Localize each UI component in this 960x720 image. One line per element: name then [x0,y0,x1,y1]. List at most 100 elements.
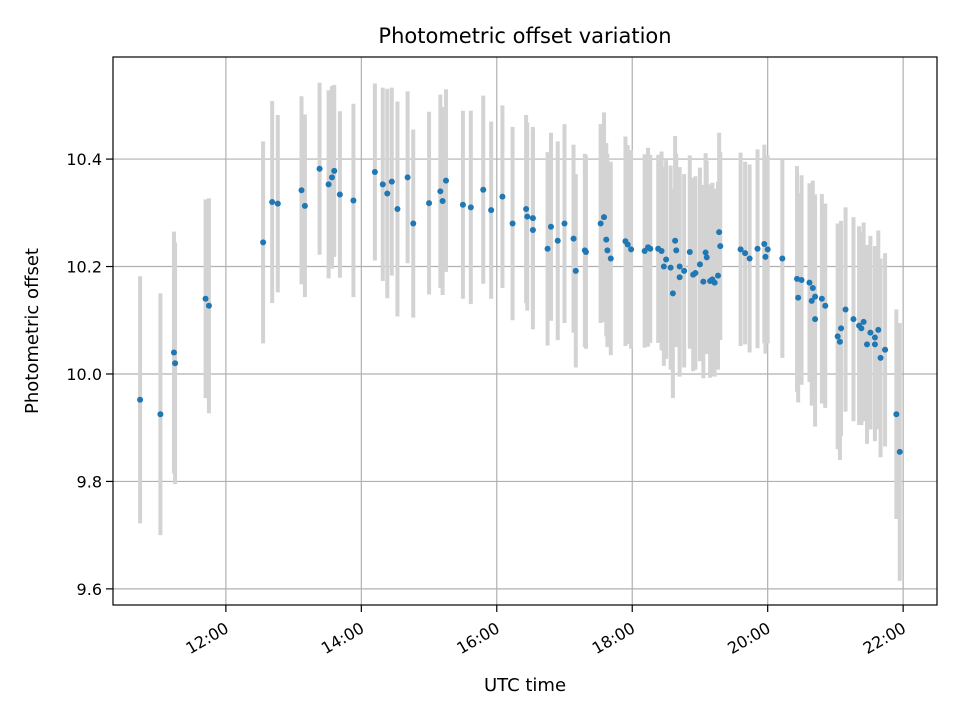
data-point [818,295,825,302]
data-point [524,213,531,220]
data-point [798,276,805,283]
data-point [509,220,516,227]
data-point [603,236,610,243]
data-point [877,354,884,361]
data-point [604,247,611,254]
data-point [170,349,177,356]
data-point [716,229,723,236]
plot-frame [112,56,938,606]
data-point [350,197,357,204]
data-point [762,253,769,260]
data-points [137,165,903,455]
data-point [624,241,631,248]
data-point [715,272,722,279]
data-point [544,245,551,252]
data-point [858,325,865,332]
data-point [404,174,411,181]
data-point [328,174,335,181]
y-tick-label: 9.6 [77,580,102,599]
data-point [686,249,693,256]
y-axis-ticks: 9.6 9.8 10.0 10.2 10.4 [66,150,113,599]
data-point [316,165,323,172]
data-point [274,200,281,207]
data-point [529,215,536,222]
data-point [459,201,466,208]
y-axis-label: Photometric offset [22,248,43,414]
data-point [875,326,882,333]
data-point [896,448,903,455]
data-point [582,249,589,256]
data-point [371,168,378,175]
data-point [764,246,771,253]
y-tick-label: 10.4 [66,150,102,169]
data-point [703,254,710,261]
data-point [702,249,709,256]
data-point [692,269,699,276]
data-point [681,267,688,274]
data-point [157,411,164,418]
chart-title: Photometric offset variation [378,24,671,48]
data-point [325,181,332,188]
data-point [442,177,449,184]
data-point [808,297,815,304]
y-tick-label: 10.0 [66,365,102,384]
y-tick-label: 9.8 [77,472,102,491]
data-point [260,239,267,246]
data-point [779,255,786,262]
data-point [499,193,506,200]
data-point [336,191,343,198]
data-point [717,243,724,250]
data-point [439,197,446,204]
data-point [172,360,179,367]
data-point [893,411,900,418]
data-point [871,334,878,341]
data-point [597,220,604,227]
data-point [871,341,878,348]
data-point [860,318,867,325]
data-point [410,220,417,227]
data-point [647,245,654,252]
data-point [379,181,386,188]
data-point [676,263,683,270]
data-point [601,214,608,221]
data-point [812,316,819,323]
data-point [838,325,845,332]
data-point [269,199,276,206]
data-point [572,267,579,274]
data-point [667,264,674,271]
data-point [834,333,841,340]
data-point [658,247,665,254]
data-point [437,188,444,195]
data-point [806,279,813,286]
data-point [700,278,707,285]
data-point [570,235,577,242]
data-point [809,285,816,292]
data-point [812,293,819,300]
data-point [137,396,144,403]
data-point [864,341,871,348]
data-point [867,329,874,336]
data-point [795,294,802,301]
data-point [672,237,679,244]
data-point [711,279,718,286]
data-point [529,226,536,233]
data-point [554,237,561,244]
data-point [822,302,829,309]
data-point [388,178,395,185]
data-point [754,245,761,252]
data-point [742,250,749,257]
data-point [737,246,744,253]
data-point [761,240,768,247]
data-point [794,275,801,282]
data-point [426,200,433,207]
data-point [660,263,667,270]
data-point [663,256,670,263]
x-axis-label: UTC time [484,675,566,696]
data-point [561,220,568,227]
data-point [669,290,676,297]
data-point [882,346,889,353]
data-point [547,223,554,230]
data-point [836,338,843,345]
data-point [523,206,530,213]
